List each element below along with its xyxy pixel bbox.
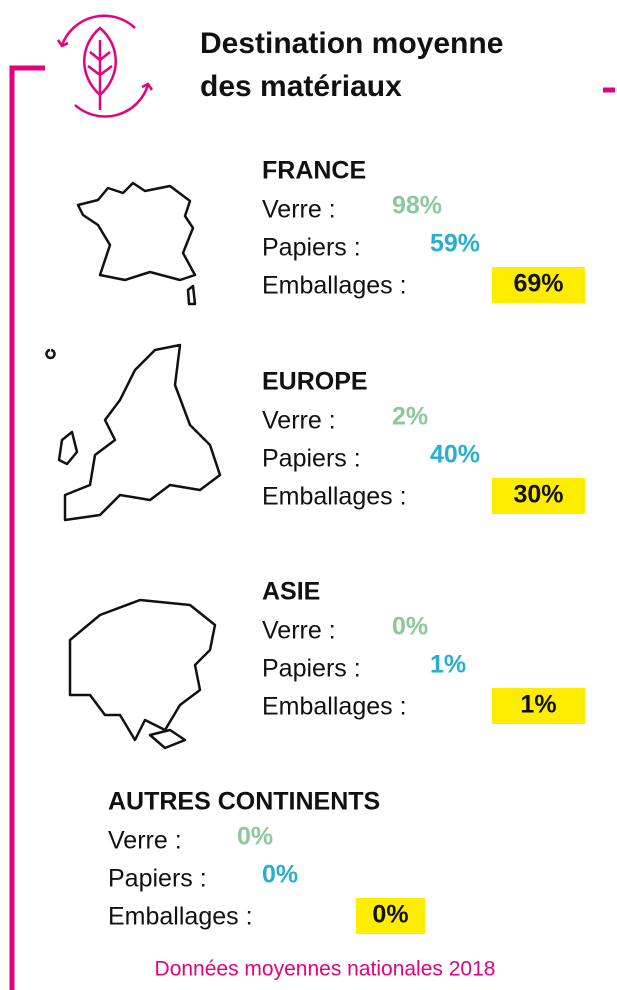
item-label: Papiers : xyxy=(262,445,361,473)
title: Destination moyenne xyxy=(200,27,503,60)
item-value: 30% xyxy=(513,481,563,509)
highlight xyxy=(492,267,585,303)
item-label: Papiers : xyxy=(262,655,361,683)
item-value: 0% xyxy=(262,861,298,889)
asia-map xyxy=(68,598,217,750)
item-value: 98% xyxy=(392,192,442,220)
leaf-icon xyxy=(56,14,154,118)
title: des matériaux xyxy=(200,70,402,103)
item-label: Emballages : xyxy=(108,903,253,931)
item-label: Papiers : xyxy=(108,865,207,893)
item-value: 2% xyxy=(392,403,428,431)
europe-map xyxy=(45,343,222,522)
region-name: ASIE xyxy=(262,578,320,606)
highlight xyxy=(492,478,585,514)
highlight xyxy=(356,898,425,934)
region-name: AUTRES CONTINENTS xyxy=(108,788,380,816)
item-value: 0% xyxy=(237,823,273,851)
highlight xyxy=(492,688,585,724)
item-value: 40% xyxy=(430,441,480,469)
item-label: Verre : xyxy=(262,196,336,224)
item-label: Verre : xyxy=(262,617,336,645)
frame xyxy=(9,65,45,990)
item-value: 1% xyxy=(430,651,466,679)
footer: Données moyennes nationales 2018 xyxy=(155,958,496,981)
item-label: Verre : xyxy=(262,407,336,435)
item-label: Emballages : xyxy=(262,483,407,511)
item-value: 0% xyxy=(372,901,408,929)
region-name: EUROPE xyxy=(262,368,368,396)
item-label: Verre : xyxy=(108,827,182,855)
item-label: Emballages : xyxy=(262,272,407,300)
item-label: Emballages : xyxy=(262,693,407,721)
item-value: 59% xyxy=(430,230,480,258)
item-value: 0% xyxy=(392,613,428,641)
item-value: 1% xyxy=(520,691,556,719)
item-label: Papiers : xyxy=(262,234,361,262)
item-value: 69% xyxy=(513,270,563,298)
france-map xyxy=(76,181,197,306)
region-name: FRANCE xyxy=(262,157,366,185)
